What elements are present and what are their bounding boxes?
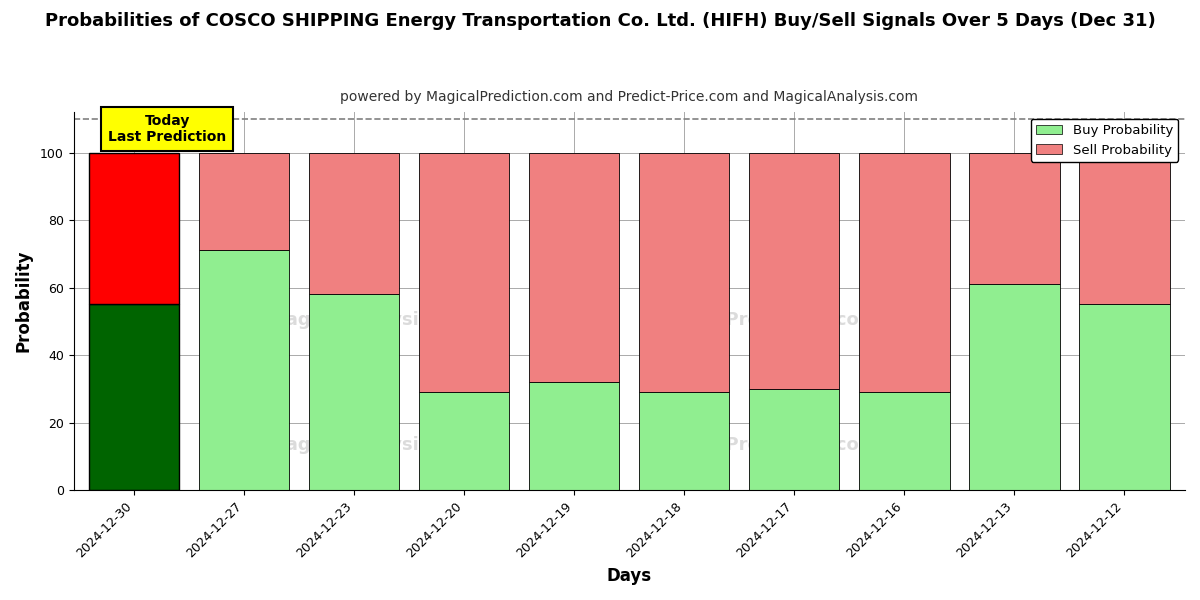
Legend: Buy Probability, Sell Probability: Buy Probability, Sell Probability: [1031, 119, 1178, 162]
Bar: [199, 152, 289, 250]
Bar: [749, 389, 840, 490]
Bar: [529, 382, 619, 490]
Bar: [640, 392, 730, 490]
Bar: [1079, 304, 1170, 490]
Bar: [970, 284, 1060, 490]
Bar: [859, 392, 949, 490]
Bar: [1079, 152, 1170, 304]
Bar: [89, 152, 179, 304]
Text: MagicalPrediction.com: MagicalPrediction.com: [648, 436, 877, 454]
Bar: [970, 152, 1060, 284]
Bar: [310, 152, 400, 295]
Bar: [89, 304, 179, 490]
Bar: [199, 250, 289, 490]
Text: MagicalAnalysis.com: MagicalAnalysis.com: [269, 436, 479, 454]
Text: Probabilities of COSCO SHIPPING Energy Transportation Co. Ltd. (HIFH) Buy/Sell S: Probabilities of COSCO SHIPPING Energy T…: [44, 12, 1156, 30]
Bar: [640, 152, 730, 392]
Bar: [529, 152, 619, 382]
Title: powered by MagicalPrediction.com and Predict-Price.com and MagicalAnalysis.com: powered by MagicalPrediction.com and Pre…: [341, 90, 918, 104]
Bar: [419, 392, 509, 490]
Bar: [749, 152, 840, 389]
Bar: [419, 152, 509, 392]
X-axis label: Days: Days: [607, 567, 652, 585]
Bar: [310, 295, 400, 490]
Text: MagicalAnalysis.com: MagicalAnalysis.com: [269, 311, 479, 329]
Text: MagicalPrediction.com: MagicalPrediction.com: [648, 311, 877, 329]
Bar: [859, 152, 949, 392]
Y-axis label: Probability: Probability: [14, 250, 34, 352]
Text: Today
Last Prediction: Today Last Prediction: [108, 114, 227, 144]
